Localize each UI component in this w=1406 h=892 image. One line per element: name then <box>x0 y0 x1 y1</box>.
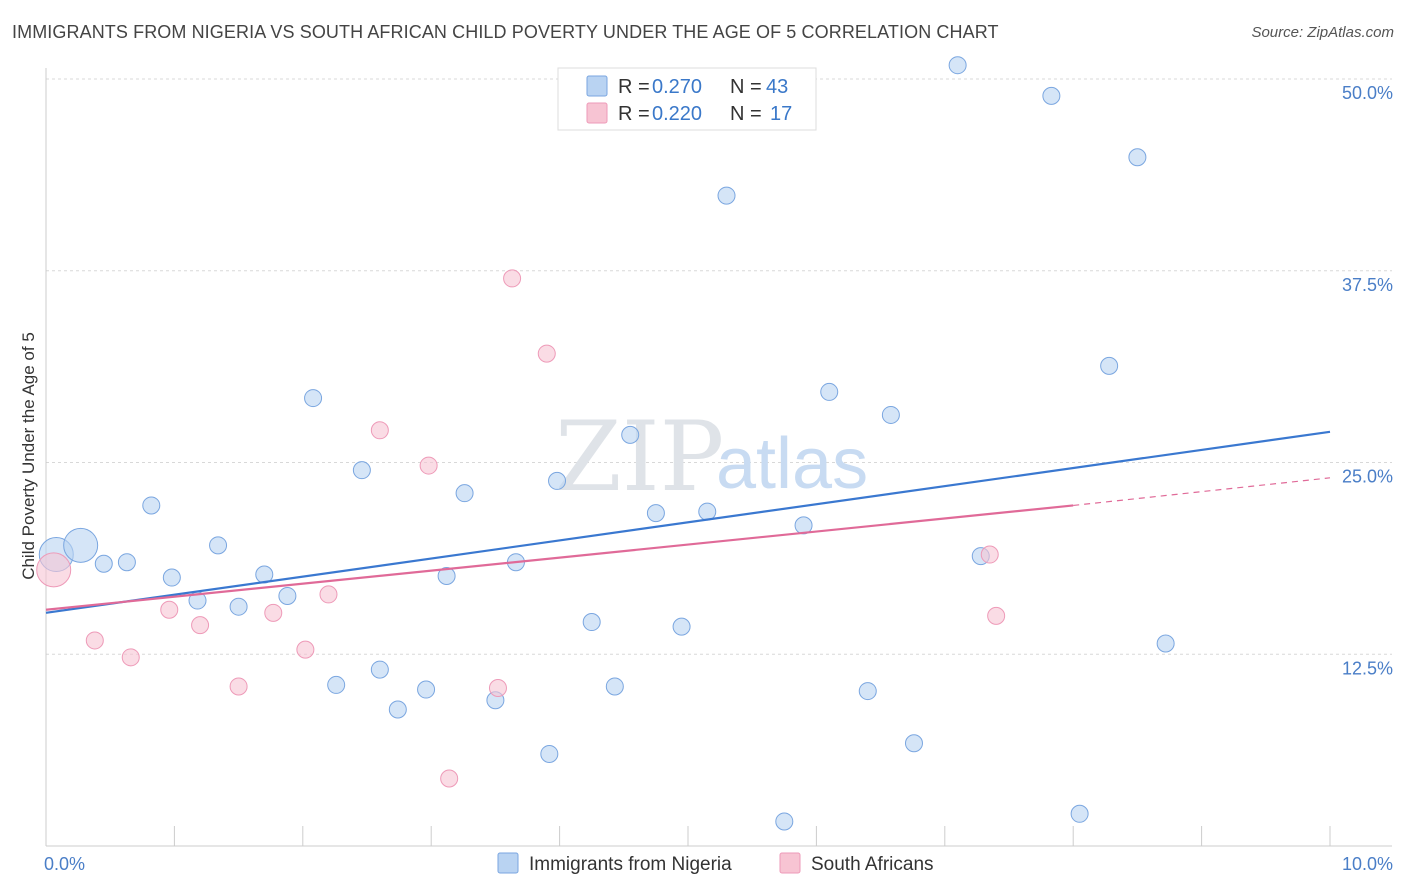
data-point-south-africans <box>319 585 338 604</box>
data-point-nigeria <box>352 461 371 480</box>
data-point-nigeria <box>717 186 736 205</box>
data-point-nigeria <box>540 744 559 763</box>
data-point-nigeria <box>820 382 839 401</box>
y-tick-label: 25.0% <box>1342 467 1393 487</box>
data-point-nigeria <box>327 675 346 694</box>
y-tick-labels: 12.5% 25.0% 37.5% 50.0% <box>1342 83 1393 678</box>
data-point-nigeria <box>63 527 99 563</box>
data-point-nigeria <box>437 567 456 586</box>
data-point-nigeria <box>455 484 474 503</box>
data-point-south-africans <box>503 269 522 288</box>
data-point-south-africans <box>191 616 210 635</box>
data-point-south-africans <box>229 677 248 696</box>
bottom-legend: Immigrants from Nigeria South Africans <box>497 852 934 875</box>
watermark-atlas: atlas <box>716 424 868 504</box>
bottom-legend-label-south-africans: South Africans <box>811 854 934 875</box>
legend-r-label-south-africans: R = <box>618 103 650 125</box>
legend-n-value-nigeria: 43 <box>766 76 788 98</box>
legend: R = 0.270 N = 43 R = 0.220 N = 17 <box>557 67 817 131</box>
data-point-nigeria <box>1070 804 1089 823</box>
data-point-nigeria <box>646 504 665 523</box>
data-point-south-africans <box>36 552 72 588</box>
grid-lines <box>46 78 1392 655</box>
chart-source: Source: ZipAtlas.com <box>1251 24 1394 41</box>
legend-r-value-south-africans: 0.220 <box>652 103 702 125</box>
data-point-nigeria <box>1128 148 1147 167</box>
data-point-nigeria <box>775 812 794 831</box>
data-point-south-africans <box>537 344 556 363</box>
data-point-nigeria <box>858 682 877 701</box>
y-tick-label: 12.5% <box>1342 658 1393 678</box>
data-point-nigeria <box>117 553 136 572</box>
x-tick-labels: 0.0% 10.0% <box>44 854 1393 874</box>
y-tick-label: 37.5% <box>1342 275 1393 295</box>
data-point-south-africans <box>488 678 507 697</box>
trend-line-south-africans-extension <box>1073 477 1331 507</box>
data-point-nigeria <box>388 700 407 719</box>
data-point-nigeria <box>621 425 640 444</box>
data-point-nigeria <box>229 597 248 616</box>
watermark-zip: ZIP <box>555 401 724 513</box>
data-point-south-africans <box>419 456 438 475</box>
y-tick-label: 50.0% <box>1342 83 1393 103</box>
bottom-legend-label-nigeria: Immigrants from Nigeria <box>529 854 732 875</box>
data-point-nigeria <box>142 496 161 515</box>
data-point-south-africans <box>370 421 389 440</box>
data-point-nigeria <box>1100 356 1119 375</box>
watermark: ZIP atlas <box>555 401 868 513</box>
data-point-nigeria <box>605 677 624 696</box>
data-point-nigeria <box>881 405 900 424</box>
data-point-nigeria <box>1042 86 1061 105</box>
x-tick-label: 10.0% <box>1342 854 1393 874</box>
data-point-nigeria <box>904 734 923 753</box>
data-points <box>36 56 1175 831</box>
legend-r-label-nigeria: R = <box>618 76 650 98</box>
data-point-nigeria <box>370 660 389 679</box>
data-point-nigeria <box>672 617 691 636</box>
trend-lines <box>45 430 1331 614</box>
data-point-nigeria <box>698 502 717 521</box>
data-point-south-africans <box>987 606 1006 625</box>
data-point-nigeria <box>582 613 601 632</box>
data-point-nigeria <box>162 568 181 587</box>
legend-n-label-south-africans: N = <box>730 103 762 125</box>
data-point-nigeria <box>304 389 323 408</box>
legend-swatch-nigeria <box>586 75 608 97</box>
data-point-south-africans <box>980 545 999 564</box>
data-point-south-africans <box>264 603 283 622</box>
bottom-legend-swatch-nigeria <box>497 852 519 874</box>
bottom-legend-swatch-south-africans <box>779 852 801 874</box>
data-point-nigeria <box>417 680 436 699</box>
data-point-south-africans <box>85 631 104 650</box>
chart-title: IMMIGRANTS FROM NIGERIA VS SOUTH AFRICAN… <box>12 22 999 42</box>
legend-n-label-nigeria: N = <box>730 76 762 98</box>
data-point-nigeria <box>548 471 567 490</box>
trend-line-south-africans <box>45 504 1074 611</box>
data-point-nigeria <box>1156 634 1175 653</box>
data-point-nigeria <box>948 56 967 75</box>
legend-swatch-south-africans <box>586 102 608 124</box>
data-point-south-africans <box>296 640 315 659</box>
data-point-nigeria <box>94 554 113 573</box>
axes <box>45 68 1392 847</box>
data-point-south-africans <box>160 600 179 619</box>
y-axis-title: Child Poverty Under the Age of 5 <box>19 332 38 580</box>
x-tick-label: 0.0% <box>44 854 85 874</box>
legend-r-value-nigeria: 0.270 <box>652 76 702 98</box>
data-point-nigeria <box>278 586 297 605</box>
data-point-south-africans <box>121 648 140 667</box>
data-point-south-africans <box>440 769 459 788</box>
data-point-nigeria <box>209 536 228 555</box>
legend-n-value-south-africans: 17 <box>770 103 792 125</box>
trend-line-nigeria <box>45 430 1331 614</box>
